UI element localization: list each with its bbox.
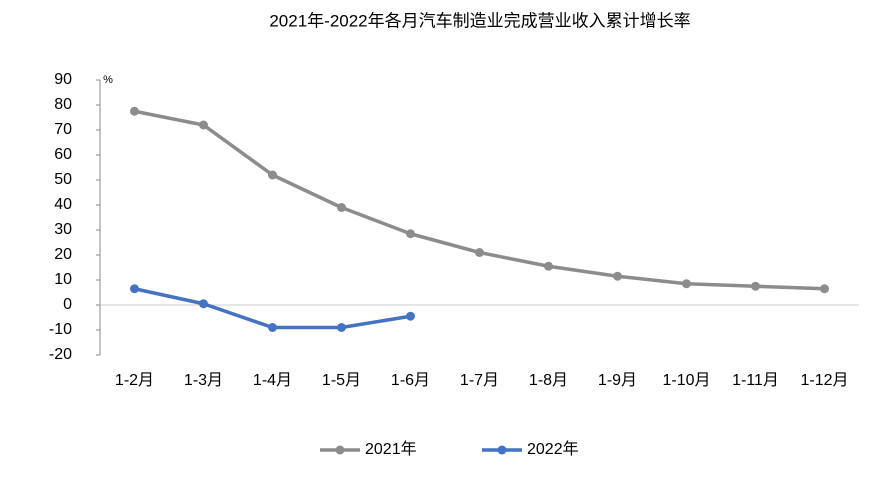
series-line [134, 109, 825, 291]
y-tick-label: 30 [54, 221, 72, 238]
legend-label: 2022年 [527, 440, 579, 458]
y-tick-label: 0 [63, 296, 72, 313]
y-tick-label: -10 [49, 321, 72, 338]
point [475, 248, 484, 257]
chart-title: 2021年-2022年各月汽车制造业完成营业收入累计增长率 [269, 11, 690, 30]
y-tick-label: 20 [54, 246, 72, 263]
point [130, 106, 139, 116]
y-tick-label: 70 [54, 121, 72, 138]
y-unit: % [103, 74, 113, 86]
y-tick-label: 90 [54, 71, 72, 88]
point [199, 120, 208, 130]
legend-label: 2021年 [365, 440, 417, 458]
point [337, 203, 346, 212]
x-tick-label: 1-4月 [253, 372, 292, 389]
point [820, 284, 829, 294]
x-tick-label: 1-5月 [322, 372, 361, 389]
x-tick-label: 1-11月 [732, 372, 779, 389]
x-tick-label: 1-6月 [391, 372, 430, 389]
point [682, 279, 691, 289]
legend-marker [497, 445, 507, 455]
point [130, 284, 139, 294]
point [337, 323, 346, 332]
y-tick-label: 80 [54, 96, 72, 113]
point [613, 271, 622, 281]
point [544, 261, 553, 271]
x-tick-label: 1-9月 [598, 372, 637, 389]
point [199, 299, 208, 309]
y-tick-label: 10 [54, 271, 72, 288]
x-tick-label: 1-12月 [800, 372, 848, 389]
x-tick-label: 1-7月 [460, 372, 499, 389]
x-tick-label: 1-8月 [529, 372, 568, 389]
point [751, 281, 760, 291]
x-tick-label: 1-3月 [184, 372, 223, 389]
y-tick-label: 50 [54, 171, 72, 188]
point [406, 311, 415, 321]
legend-marker [335, 445, 345, 455]
y-tick-label: 60 [54, 146, 72, 163]
point [268, 170, 277, 180]
y-tick-label: 40 [54, 196, 72, 213]
y-tick-label: -20 [49, 346, 72, 363]
x-tick-label: 1-2月 [115, 372, 154, 389]
point [268, 323, 277, 332]
x-tick-label: 1-10月 [662, 372, 710, 389]
series-line [134, 287, 411, 330]
point [406, 229, 415, 239]
